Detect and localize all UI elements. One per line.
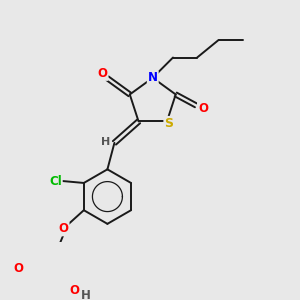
Text: O: O xyxy=(58,222,69,236)
Text: O: O xyxy=(98,67,107,80)
Text: H: H xyxy=(101,137,110,147)
Text: H: H xyxy=(81,289,91,300)
Text: S: S xyxy=(164,117,173,130)
Text: O: O xyxy=(13,262,23,275)
Text: N: N xyxy=(148,71,158,84)
Text: Cl: Cl xyxy=(49,175,62,188)
Text: O: O xyxy=(198,102,208,115)
Text: O: O xyxy=(70,284,80,296)
